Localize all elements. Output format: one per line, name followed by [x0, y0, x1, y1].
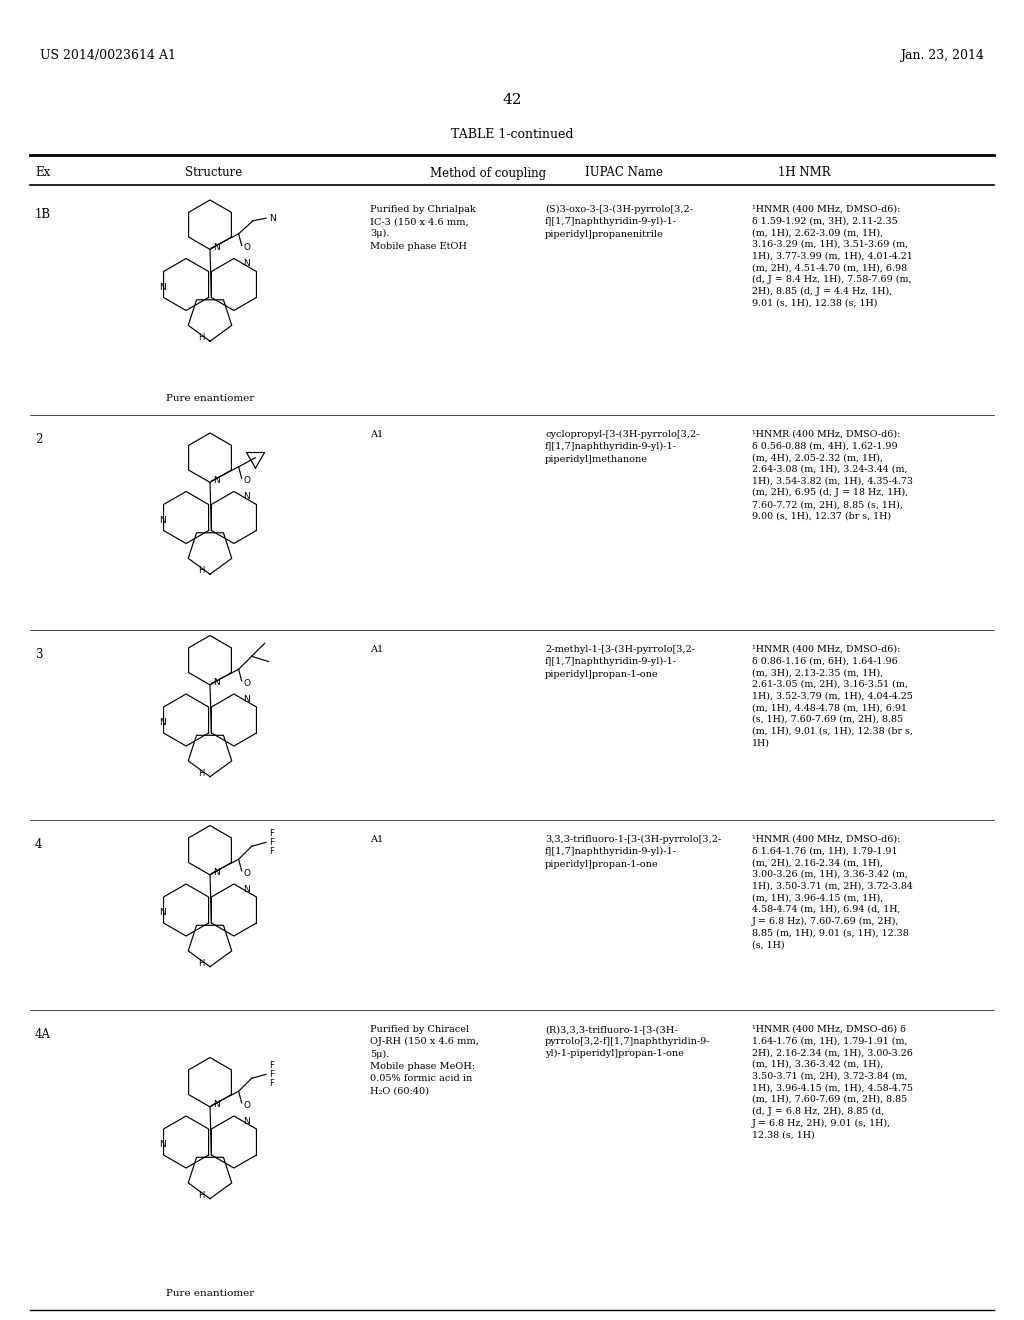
Text: (S)3-oxo-3-[3-(3H-pyrrolo[3,2-
f][1,7]naphthyridin-9-yl)-1-
piperidyl]propanenit: (S)3-oxo-3-[3-(3H-pyrrolo[3,2- f][1,7]na… [545, 205, 693, 239]
Text: N: N [244, 884, 250, 894]
Text: Jan. 23, 2014: Jan. 23, 2014 [900, 49, 984, 62]
Text: A1: A1 [370, 836, 383, 843]
Text: ¹HNMR (400 MHz, DMSO-d6):
δ 0.56-0.88 (m, 4H), 1.62-1.99
(m, 4H), 2.05-2.32 (m, : ¹HNMR (400 MHz, DMSO-d6): δ 0.56-0.88 (m… [752, 430, 913, 521]
Text: F: F [269, 1071, 273, 1078]
Text: N: N [244, 694, 250, 704]
Text: IUPAC Name: IUPAC Name [585, 166, 663, 180]
Text: 1B: 1B [35, 209, 51, 220]
Text: 2: 2 [35, 433, 42, 446]
Text: A1: A1 [370, 430, 383, 440]
Text: O: O [244, 477, 251, 484]
Text: 4A: 4A [35, 1028, 51, 1041]
Text: Pure enantiomer: Pure enantiomer [166, 1290, 254, 1298]
Text: N: N [244, 492, 250, 502]
Text: N: N [213, 477, 220, 484]
Text: (R)3,3,3-trifluoro-1-[3-(3H-
pyrrolo[3,2-f][1,7]naphthyridin-9-
yl)-1-piperidyl]: (R)3,3,3-trifluoro-1-[3-(3H- pyrrolo[3,2… [545, 1026, 711, 1059]
Text: ¹HNMR (400 MHz, DMSO-d6):
δ 1.59-1.92 (m, 3H), 2.11-2.35
(m, 1H), 2.62-3.09 (m, : ¹HNMR (400 MHz, DMSO-d6): δ 1.59-1.92 (m… [752, 205, 912, 308]
Text: N: N [213, 243, 220, 252]
Text: Pure enantiomer: Pure enantiomer [166, 393, 254, 403]
Text: Purified by Chiracel
OJ-RH (150 x 4.6 mm,
5μ).
Mobile phase MeOH:
0.05% formic a: Purified by Chiracel OJ-RH (150 x 4.6 mm… [370, 1026, 479, 1096]
Text: N: N [269, 214, 275, 223]
Text: cyclopropyl-[3-(3H-pyrrolo[3,2-
f][1,7]naphthyridin-9-yl)-1-
piperidyl]methanone: cyclopropyl-[3-(3H-pyrrolo[3,2- f][1,7]n… [545, 430, 699, 463]
Text: O: O [244, 243, 251, 252]
Text: N: N [159, 282, 166, 292]
Text: 4: 4 [35, 838, 43, 851]
Text: N: N [159, 718, 166, 727]
Text: O: O [244, 678, 251, 688]
Text: Method of coupling: Method of coupling [430, 166, 546, 180]
Text: 2-methyl-1-[3-(3H-pyrrolo[3,2-
f][1,7]naphthyridin-9-yl)-1-
piperidyl]propan-1-o: 2-methyl-1-[3-(3H-pyrrolo[3,2- f][1,7]na… [545, 645, 695, 678]
Text: H: H [198, 958, 204, 968]
Text: N: N [213, 678, 220, 688]
Text: O: O [244, 1101, 251, 1110]
Text: F: F [269, 829, 273, 838]
Text: 1H NMR: 1H NMR [778, 166, 830, 180]
Text: Ex: Ex [35, 166, 50, 180]
Text: N: N [244, 259, 250, 268]
Text: 3: 3 [35, 648, 43, 661]
Text: H: H [198, 1191, 204, 1200]
Text: A1: A1 [370, 645, 383, 653]
Text: ¹HNMR (400 MHz, DMSO-d6):
δ 0.86-1.16 (m, 6H), 1.64-1.96
(m, 3H), 2.13-2.35 (m, : ¹HNMR (400 MHz, DMSO-d6): δ 0.86-1.16 (m… [752, 645, 912, 747]
Text: N: N [213, 869, 220, 878]
Text: N: N [159, 516, 166, 524]
Text: H: H [198, 566, 204, 576]
Text: US 2014/0023614 A1: US 2014/0023614 A1 [40, 49, 176, 62]
Text: 3,3,3-trifluoro-1-[3-(3H-pyrrolo[3,2-
f][1,7]naphthyridin-9-yl)-1-
piperidyl]pro: 3,3,3-trifluoro-1-[3-(3H-pyrrolo[3,2- f]… [545, 836, 721, 869]
Text: N: N [159, 908, 166, 917]
Text: Purified by Chrialpak
IC-3 (150 x 4.6 mm,
3μ).
Mobile phase EtOH: Purified by Chrialpak IC-3 (150 x 4.6 mm… [370, 205, 476, 251]
Text: H: H [198, 768, 204, 777]
Text: F: F [269, 1078, 273, 1088]
Text: F: F [269, 847, 273, 855]
Text: F: F [269, 1061, 273, 1069]
Text: ¹HNMR (400 MHz, DMSO-d6) δ
1.64-1.76 (m, 1H), 1.79-1.91 (m,
2H), 2.16-2.34 (m, 1: ¹HNMR (400 MHz, DMSO-d6) δ 1.64-1.76 (m,… [752, 1026, 913, 1139]
Text: H: H [198, 333, 204, 342]
Text: ¹HNMR (400 MHz, DMSO-d6):
δ 1.64-1.76 (m, 1H), 1.79-1.91
(m, 2H), 2.16-2.34 (m, : ¹HNMR (400 MHz, DMSO-d6): δ 1.64-1.76 (m… [752, 836, 912, 949]
Text: O: O [244, 869, 251, 878]
Text: N: N [213, 1101, 220, 1109]
Text: 42: 42 [502, 92, 522, 107]
Text: N: N [244, 1117, 250, 1126]
Text: N: N [159, 1140, 166, 1150]
Text: F: F [269, 838, 273, 847]
Text: TABLE 1-continued: TABLE 1-continued [451, 128, 573, 141]
Text: Structure: Structure [185, 166, 243, 180]
